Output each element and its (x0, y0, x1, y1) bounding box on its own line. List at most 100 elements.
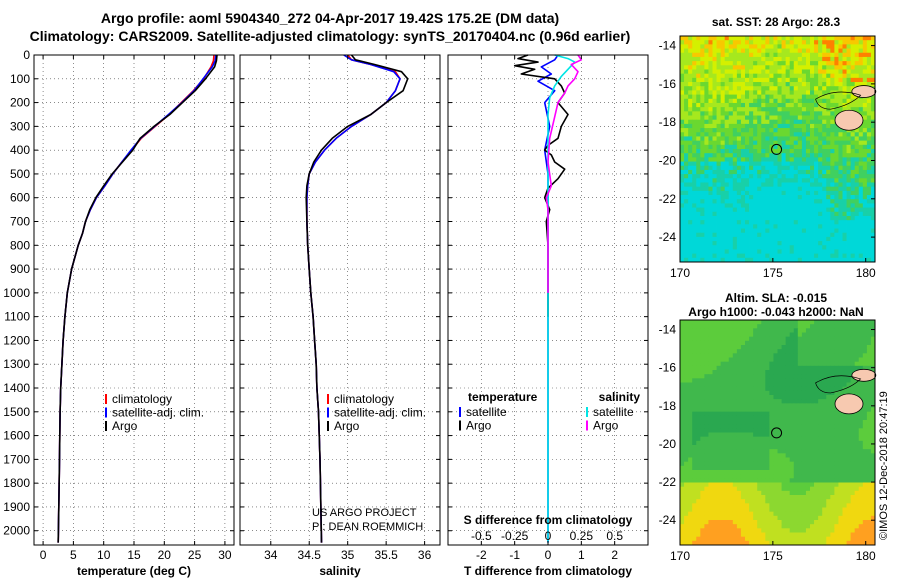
map-cell (732, 174, 738, 179)
map-cell (785, 119, 791, 125)
map-cell (781, 56, 787, 62)
map-cell (822, 420, 827, 425)
map-cell (785, 470, 791, 475)
map-cell (830, 52, 835, 58)
map-cell (704, 36, 709, 41)
map-cell (761, 440, 766, 446)
map-cell (728, 69, 734, 75)
map-cell (797, 474, 803, 479)
map-cell (684, 357, 689, 363)
map-cell (805, 374, 811, 379)
map-cell (684, 257, 689, 263)
map-cell (761, 190, 766, 196)
map-cell (704, 107, 709, 112)
map-cell (814, 336, 819, 342)
map-cell (716, 320, 722, 325)
map-cell (777, 336, 782, 342)
map-cell (680, 245, 685, 250)
map-cell (846, 102, 852, 108)
map-cell (797, 128, 803, 133)
sst-map-title: sat. SST: 28 Argo: 28.3 (712, 15, 841, 29)
map-cell (704, 102, 709, 108)
y-tick-label: 1700 (3, 452, 30, 466)
map-cell (732, 111, 738, 116)
map-cell (793, 461, 799, 467)
map-cell (712, 190, 717, 196)
map-cell (850, 178, 856, 183)
map-cell (765, 140, 770, 146)
map-cell (842, 253, 847, 259)
map-cell (801, 40, 807, 45)
map-cell (716, 36, 722, 41)
map-cell (749, 382, 754, 388)
map-cell (773, 428, 778, 433)
map-cell (684, 403, 689, 408)
map-cell (684, 190, 689, 196)
map-cell (753, 403, 758, 408)
map-cell (692, 82, 697, 87)
map-cell (720, 415, 726, 421)
reef-outline (815, 91, 862, 110)
map-cell (818, 490, 823, 496)
map-cell (740, 165, 746, 171)
map-cell (720, 73, 726, 79)
map-cell (846, 470, 852, 475)
map-cell (728, 77, 734, 83)
map-cell (688, 436, 693, 442)
map-cell (728, 178, 734, 183)
map-cell (749, 461, 754, 467)
map-cell (732, 453, 738, 458)
map-cell (838, 361, 843, 367)
map-cell (830, 136, 835, 142)
map-cell (870, 228, 876, 234)
map-cell (769, 332, 774, 338)
map-cell (805, 149, 811, 154)
map-cell (728, 490, 734, 496)
map-cell (870, 190, 876, 196)
map-cell (712, 90, 717, 95)
map-cell (732, 220, 738, 225)
map-cell (846, 482, 852, 488)
map-cell (785, 123, 791, 129)
map-cell (749, 94, 754, 100)
map-cell (680, 86, 685, 91)
map-cell (866, 345, 872, 350)
map-cell (700, 144, 705, 150)
map-cell (777, 236, 782, 242)
map-cell (736, 86, 742, 91)
map-cell (850, 102, 856, 108)
map-cell (700, 395, 705, 400)
map-cell (842, 232, 847, 238)
map-cell (761, 69, 766, 75)
map-cell (753, 453, 758, 458)
map-cell (822, 432, 827, 438)
map-cell (736, 215, 742, 221)
map-cell (870, 61, 876, 66)
map-cell (704, 174, 709, 179)
map-cell (712, 94, 717, 100)
map-cell (736, 144, 742, 150)
map-cell (866, 390, 872, 396)
map-cell (757, 432, 762, 438)
map-cell (805, 365, 811, 371)
map-cell (696, 220, 701, 225)
map-cell (749, 186, 754, 192)
map-cell (704, 136, 709, 142)
map-cell (692, 482, 697, 488)
map-cell (854, 65, 860, 70)
map-cell (757, 153, 762, 158)
map-cell (712, 211, 717, 217)
map-cell (745, 94, 750, 100)
map-cell (846, 386, 852, 392)
map-cell (866, 107, 872, 112)
map-cell (826, 403, 831, 408)
map-cell (732, 65, 738, 70)
map-cell (789, 56, 795, 62)
map-cell (700, 44, 705, 49)
map-cell (757, 328, 762, 333)
map-cell (850, 128, 856, 133)
map-cell (684, 174, 689, 179)
map-cell (838, 215, 843, 221)
map-cell (769, 40, 774, 45)
map-cell (712, 453, 717, 458)
